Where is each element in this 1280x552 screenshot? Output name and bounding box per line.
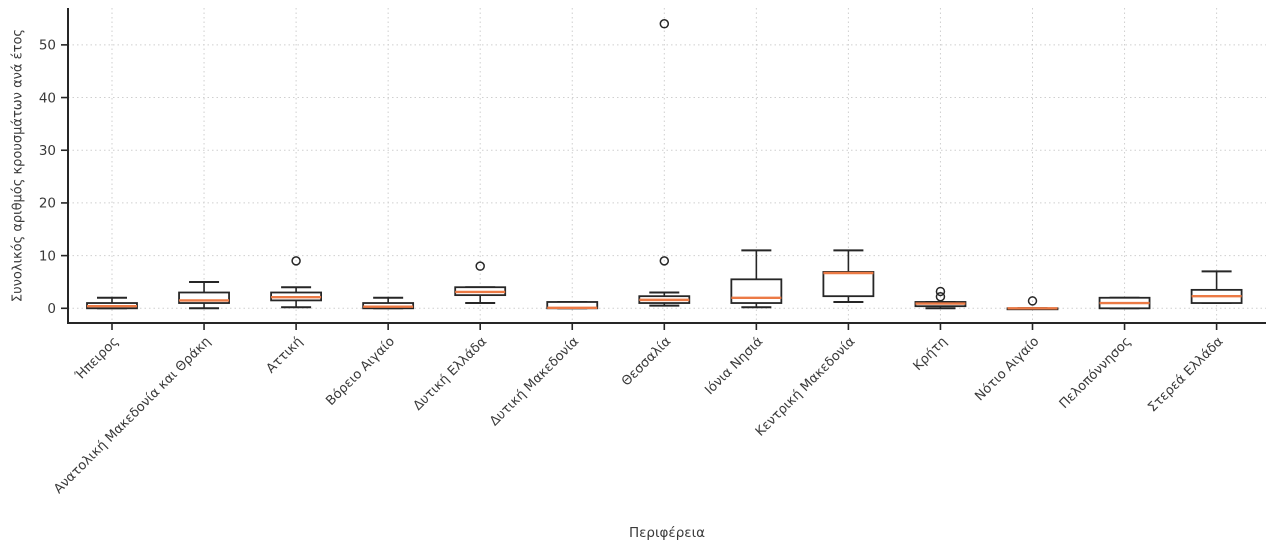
iqr-box [178,291,230,304]
box-group [730,249,783,309]
x-tick-label: Δυτική Μακεδονία [487,334,582,429]
axis-spines [67,8,1266,324]
x-axis-label: Περιφέρεια [628,525,706,541]
y-tick-labels: 0 10 20 30 40 50 [39,38,56,317]
y-tick-label: 0 [47,301,56,317]
y-tick-label: 40 [39,90,56,106]
iqr-box [822,271,875,298]
outlier-point [659,256,670,266]
x-tick-label: Ήπειρος [72,334,122,384]
box-group [1006,296,1059,311]
box-group [454,261,507,305]
x-tick-label: Ανατολική Μακεδονία και Θράκη [51,334,214,497]
x-tick-label: Νότιο Αιγαίο [972,334,1042,404]
outlier-point [935,291,946,302]
x-tick-label: Θεσσαλία [619,334,674,389]
outlier-point [291,256,301,266]
box-group [270,256,323,309]
y-axis-label: Συνολικός αριθμός κρουσμάτων ανά έτος [10,28,26,303]
y-tick-label: 10 [39,248,56,264]
x-tick-label: Πελοπόννησος [1057,334,1135,412]
x-tick-label: Δυτική Ελλάδα [411,334,490,413]
box-group [546,300,599,310]
y-tick-label: 30 [39,143,56,159]
outlier-point [659,19,670,29]
box-group [1098,296,1151,310]
x-tick-label: Αττική [264,334,306,376]
x-tick-label: Κεντρική Μακεδονία [753,334,858,439]
x-tick-label: Βόρειο Αιγαίο [323,334,398,409]
box-group [638,19,691,307]
box-group [86,296,138,310]
x-tick-label: Κρήτη [911,334,951,374]
y-tick-label: 20 [39,196,56,212]
box-group [1190,270,1243,305]
x-tick-label: Στερεά Ελλάδα [1145,334,1226,415]
outlier-point [475,261,485,271]
box-group [362,296,415,310]
tick-marks [61,44,1218,330]
y-tick-label: 50 [39,38,56,54]
outlier-point [935,286,946,297]
grid-lines [68,8,1266,323]
box-group [178,280,230,310]
outlier-point [1027,296,1038,306]
box-group [822,249,875,303]
iqr-box [730,278,783,304]
x-tick-label: Ιόνια Νησιά [702,334,766,398]
box-group [914,286,967,310]
